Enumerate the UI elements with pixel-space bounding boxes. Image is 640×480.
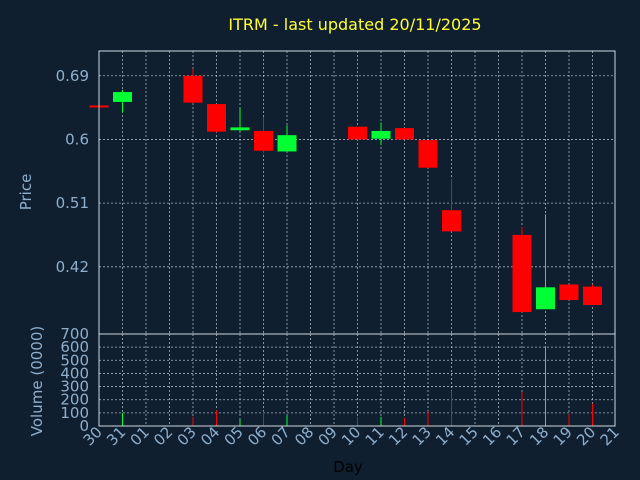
candle-body [536,287,555,310]
candle-body [348,126,367,140]
candle-body [230,127,250,131]
volume-y-tick-label: 300 [60,378,89,396]
candle-body [418,140,438,168]
price-y-tick-label: 0.6 [65,130,89,148]
volume-y-tick-label: 500 [60,351,89,369]
candle-body [207,104,226,132]
candle-body [277,135,297,152]
candle-body [254,130,273,151]
volume-panel-frame [98,333,616,427]
candle-body [583,286,602,305]
candle-body [559,284,579,301]
chart-title: ITRM - last updated 20/11/2025 [228,15,481,34]
candle-body [442,210,461,232]
candle-body [183,75,203,103]
volume-y-tick-label: 100 [60,404,89,422]
candle-body [512,234,532,313]
price-y-tick-label: 0.51 [56,194,89,212]
volume-y-tick-label: 400 [60,364,89,382]
price-y-tick-label: 0.42 [56,258,89,276]
x-ticks: 3031010203040506070809101112131415161718… [80,423,623,449]
candle-body [113,92,132,102]
candle-body [371,130,391,139]
volume-y-tick-label: 200 [60,391,89,409]
volume-y-tick-label: 600 [60,338,89,356]
price-y-ticks: 0.42 0.51 0.6 0.69 [56,67,89,276]
candle-body [395,128,414,140]
x-axis-label: Day [333,458,363,476]
price-axis-label: Price [17,174,35,211]
volume-bars [98,347,593,426]
price-y-tick-label: 0.69 [56,67,89,85]
volume-y-tick-label: 700 [60,325,89,343]
volume-axis-label: Volume (0000) [28,326,46,436]
price-candles [89,68,602,313]
volume-y-tick-label: 0 [79,417,89,435]
